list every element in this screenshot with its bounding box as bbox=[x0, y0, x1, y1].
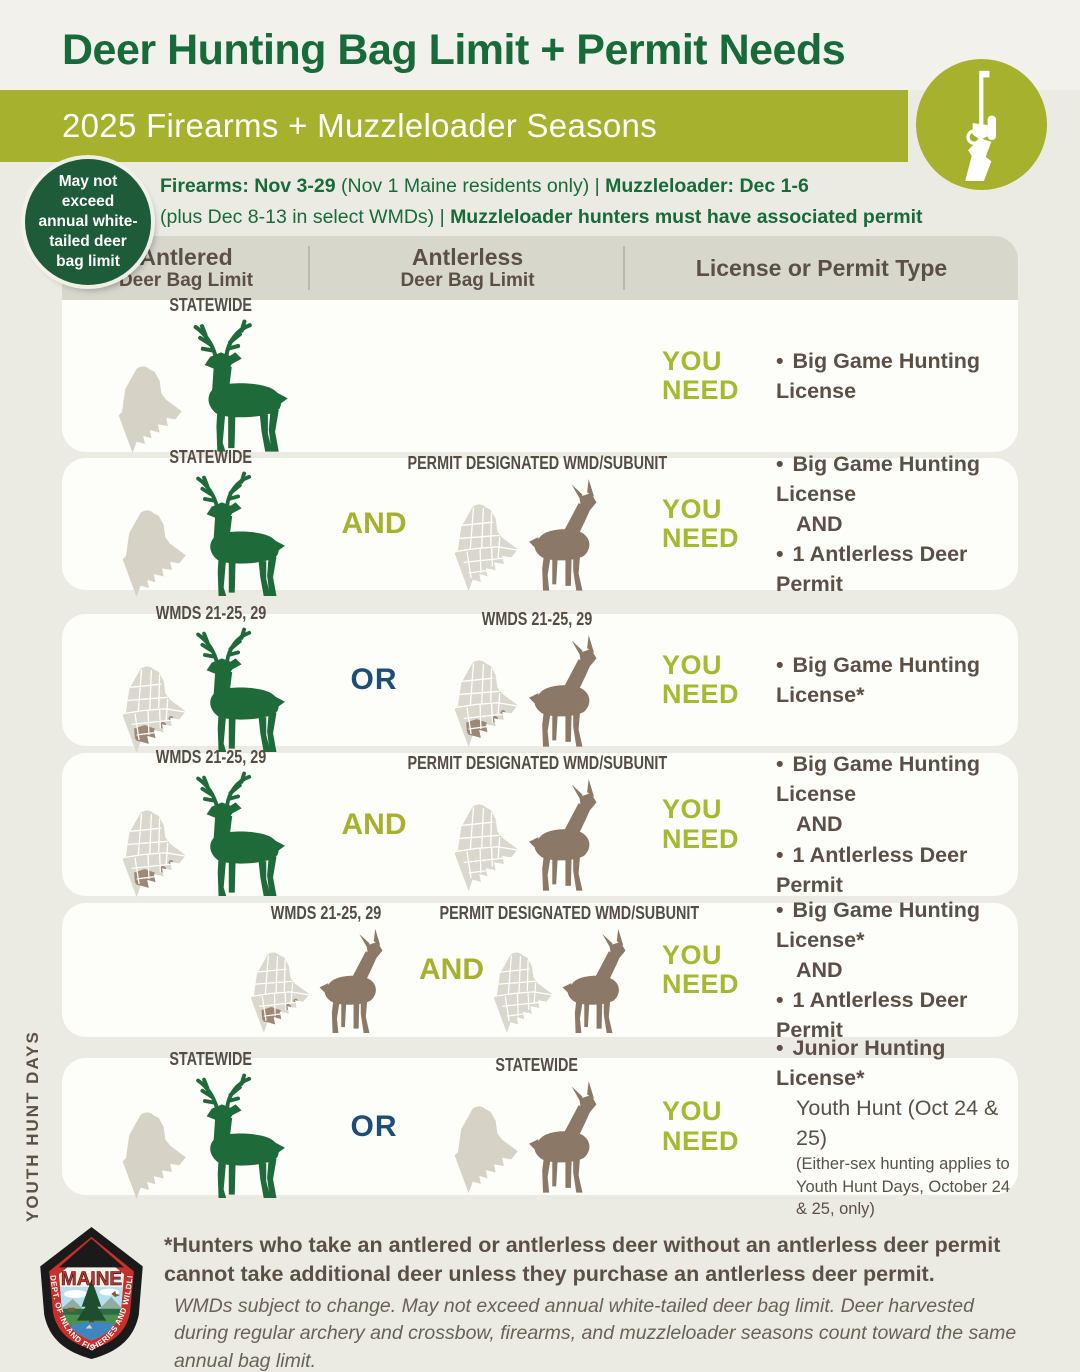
license-note: (Either-sex hunting applies to Youth Hun… bbox=[796, 1155, 1011, 1218]
license-and: AND bbox=[796, 511, 843, 536]
page-title: Deer Hunting Bag Limit + Permit Needs bbox=[62, 26, 846, 74]
season-line-2: (plus Dec 8-13 in select WMDs) | Muzzlel… bbox=[160, 206, 923, 229]
connector-and: AND bbox=[341, 807, 407, 841]
column-header-antlerless: Antlerless Deer Bag Limit bbox=[310, 236, 625, 300]
map-deer-combo bbox=[444, 1078, 630, 1198]
license-item: • Big Game Hunting License bbox=[776, 752, 981, 807]
connector-or: OR bbox=[350, 663, 398, 696]
map-deer-combo bbox=[484, 926, 656, 1038]
logo-scene bbox=[58, 1279, 125, 1341]
license-list: • Big Game Hunting License bbox=[772, 346, 1018, 406]
map-deer-combo bbox=[112, 770, 310, 902]
you-need-label: YOU NEED bbox=[662, 345, 740, 405]
license-list: • Big Game Hunting License AND • 1 Antlerl… bbox=[772, 449, 1018, 599]
license-item: • 1 Antlerless Deer Permit bbox=[776, 842, 968, 897]
connector-and: AND bbox=[341, 507, 407, 540]
table-row-statewide-and-permit: STATEWIDE AND PERMIT DESIGNATED WMD/SUBU… bbox=[62, 447, 1018, 590]
map-deer-combo bbox=[444, 632, 630, 752]
antlered-cell: STATEWIDE bbox=[86, 447, 336, 602]
antlerless-cell-2: PERMIT DESIGNATED WMD/SUBUNIT bbox=[440, 903, 699, 1038]
license-and: AND bbox=[796, 812, 843, 837]
column-header-license: License or Permit Type bbox=[695, 254, 948, 281]
connector-or: OR bbox=[350, 1109, 398, 1143]
license-item: • Big Game Hunting License* bbox=[776, 652, 981, 707]
connector-and: AND bbox=[419, 953, 484, 986]
license-item: • Big Game Hunting License bbox=[776, 348, 981, 403]
footnote-permit: *Hunters who take an antlered or antlerl… bbox=[164, 1233, 1001, 1287]
table-header: Antlered Deer Bag Limit Antlerless Deer … bbox=[62, 236, 1018, 300]
you-need-label: YOU NEED bbox=[662, 493, 740, 553]
license-item: • Big Game Hunting License bbox=[776, 451, 981, 506]
map-deer-combo bbox=[444, 776, 630, 896]
map-deer-combo bbox=[444, 476, 630, 596]
license-item: • Big Game Hunting License* bbox=[776, 897, 981, 952]
antlered-cell: STATEWIDE bbox=[86, 1049, 336, 1204]
antlered-deer-icon bbox=[168, 1072, 310, 1204]
antlerless-deer-icon bbox=[297, 926, 413, 1038]
you-need-label: YOU NEED bbox=[662, 794, 740, 854]
you-need-label: YOU NEED bbox=[662, 939, 740, 999]
rifle-icon bbox=[951, 69, 1013, 181]
antlered-cell: WMDS 21-25, 29 bbox=[86, 747, 336, 902]
season-line-1: Firearms: Nov 3-29 (Nov 1 Maine resident… bbox=[160, 175, 809, 197]
map-deer-combo bbox=[241, 926, 413, 1038]
top-strip bbox=[0, 0, 1080, 90]
license-item: • 1 Antlerless Deer Permit bbox=[776, 542, 968, 597]
youth-hunt-days-label: YOUTH HUNT DAYS bbox=[23, 1030, 42, 1223]
antlerless-cell: PERMIT DESIGNATED WMD/SUBUNIT bbox=[407, 453, 667, 596]
license-subitem: Youth Hunt (Oct 24 & 25) bbox=[796, 1096, 999, 1151]
antlered-cell: STATEWIDE bbox=[86, 295, 336, 458]
antlerless-deer-icon bbox=[504, 1078, 630, 1198]
table-row-youth-hunt: STATEWIDE OR STATEWIDE YOU NEED • Junior H… bbox=[62, 1036, 1018, 1218]
you-need-label: YOU NEED bbox=[662, 1096, 740, 1156]
rifle-badge bbox=[916, 59, 1047, 190]
column-header-antlered: Antlered Deer Bag Limit bbox=[62, 236, 310, 300]
antlerless-deer-icon bbox=[504, 776, 630, 896]
table-row-statewide-antlered: STATEWIDE YOU NEED • Big Game Hunting Lice… bbox=[62, 295, 1018, 452]
bag-limit-badge: May not exceed annual white-tailed deer … bbox=[25, 159, 151, 285]
antlerless-deer-icon bbox=[540, 926, 656, 1038]
footnote-wmds: WMDs subject to change. May not exceed a… bbox=[174, 1295, 1017, 1372]
license-list: • Junior Hunting License* Youth Hunt (Oct… bbox=[772, 1033, 1018, 1220]
table-row-two-antlerless: WMDS 21-25, 29 AND PERMIT DESIGNATED WMD… bbox=[62, 898, 1018, 1042]
table-row-wmds-and-permit: WMDS 21-25, 29 AND PERMIT DESIGNATED WMD… bbox=[62, 747, 1018, 896]
license-list: • Big Game Hunting License* AND • 1 Antler… bbox=[772, 895, 1018, 1045]
antlered-cell: WMDS 21-25, 29 bbox=[86, 603, 336, 758]
antlered-deer-icon bbox=[164, 318, 314, 458]
logo-title: MAINE bbox=[61, 1268, 122, 1290]
season-banner-label: 2025 Firearms + Muzzleloader Seasons bbox=[62, 107, 658, 144]
antlerless-deer-icon bbox=[504, 632, 630, 752]
map-deer-combo bbox=[112, 626, 310, 758]
map-deer-combo bbox=[112, 1072, 310, 1204]
antlered-deer-icon bbox=[168, 770, 310, 902]
license-and: AND bbox=[796, 957, 843, 982]
antlered-deer-icon bbox=[168, 626, 310, 758]
antlered-deer-icon bbox=[168, 470, 310, 602]
antlerless-deer-icon bbox=[504, 476, 630, 596]
antlerless-cell: PERMIT DESIGNATED WMD/SUBUNIT bbox=[407, 753, 667, 896]
antlerless-cell: STATEWIDE bbox=[412, 1055, 662, 1198]
antlerless-cell-1: WMDS 21-25, 29 bbox=[234, 903, 419, 1038]
map-deer-combo bbox=[112, 470, 310, 602]
antlerless-cell: WMDS 21-25, 29 bbox=[412, 609, 662, 752]
license-list: • Big Game Hunting License AND • 1 Antlerl… bbox=[772, 749, 1018, 899]
license-item: • 1 Antlerless Deer Permit bbox=[776, 988, 968, 1043]
season-dates: Firearms: Nov 3-29 (Nov 1 Maine resident… bbox=[160, 171, 923, 233]
table-row-wmds-or: WMDS 21-25, 29 OR WMDS 21-25, 29 YOU NEED… bbox=[62, 603, 1018, 746]
season-banner: 2025 Firearms + Muzzleloader Seasons bbox=[0, 90, 908, 162]
maine-difw-logo: MAINE DEPT. OF INLAND FISHERIES AND WILD… bbox=[27, 1224, 143, 1360]
you-need-label: YOU NEED bbox=[662, 649, 740, 709]
license-item: • Junior Hunting License* bbox=[776, 1035, 946, 1091]
license-list: • Big Game Hunting License* bbox=[772, 650, 1018, 710]
map-deer-combo bbox=[108, 318, 314, 458]
